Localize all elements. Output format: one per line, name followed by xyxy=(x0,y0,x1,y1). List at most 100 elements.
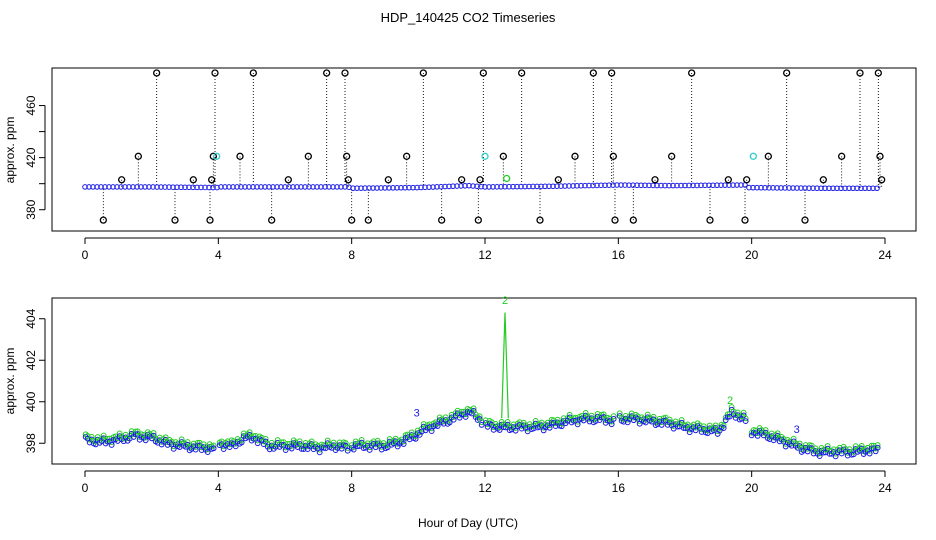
top-baseline-point xyxy=(350,185,356,192)
top-outlier-point xyxy=(268,216,276,224)
top-baseline-point xyxy=(522,183,528,190)
top-baseline-point xyxy=(446,183,452,190)
top-baseline-point xyxy=(518,183,524,190)
top-outlier-point xyxy=(518,69,526,77)
bottom-blue-point xyxy=(754,432,761,439)
bottom-flag-label: 3 xyxy=(414,407,420,419)
top-baseline-point xyxy=(198,184,204,191)
top-outlier-point xyxy=(153,69,161,77)
top-outlier-point xyxy=(856,69,864,77)
top-baseline-point xyxy=(622,182,628,188)
top-baseline-point xyxy=(242,184,248,190)
bottom-y-tick-label: 398 xyxy=(24,433,38,453)
top-baseline-point xyxy=(386,185,392,191)
top-baseline-point xyxy=(110,184,116,190)
top-outlier-point xyxy=(651,176,659,184)
top-baseline-point xyxy=(706,182,712,189)
top-baseline-point xyxy=(482,184,488,190)
bottom-green-point xyxy=(134,428,141,435)
top-outlier-point xyxy=(783,69,791,77)
top-baseline-point xyxy=(358,185,364,191)
top-baseline-point xyxy=(790,185,796,191)
top-baseline-point xyxy=(718,182,724,188)
top-baseline-point xyxy=(494,184,500,190)
bottom-green-point xyxy=(246,429,253,436)
top-baseline-point xyxy=(646,182,652,189)
bottom-x-tick-label: 24 xyxy=(878,481,892,495)
top-baseline-point xyxy=(746,184,752,191)
top-baseline-point xyxy=(190,184,196,191)
top-baseline-point xyxy=(854,185,860,192)
top-baseline-point xyxy=(594,182,600,189)
top-outlier-point xyxy=(706,216,714,224)
top-baseline-point xyxy=(434,184,440,190)
bottom-blue-point xyxy=(350,446,357,453)
top-outlier-point xyxy=(211,69,219,77)
bottom-blue-point xyxy=(816,453,823,460)
bottom-green-point xyxy=(308,438,315,445)
top-baseline-point xyxy=(750,184,756,191)
top-baseline-point xyxy=(630,182,636,188)
bottom-green-point xyxy=(600,411,607,418)
top-outlier-point xyxy=(189,176,197,184)
bottom-blue-point xyxy=(412,435,419,442)
top-outlier-point xyxy=(284,176,292,184)
top-outlier-point xyxy=(819,176,827,184)
top-baseline-point xyxy=(186,184,192,191)
top-baseline-point xyxy=(610,182,616,188)
top-baseline-point xyxy=(406,184,412,191)
top-baseline-point xyxy=(318,184,324,190)
bottom-green-point xyxy=(100,432,107,439)
top-baseline-point xyxy=(686,182,692,189)
bottom-marks: 3 2 2 3 xyxy=(82,295,881,460)
top-green-point xyxy=(503,174,511,183)
top-baseline-point xyxy=(226,184,232,190)
top-baseline-point xyxy=(402,184,408,191)
top-baseline-point xyxy=(142,184,148,190)
top-baseline-point xyxy=(178,184,184,191)
top-baseline-point xyxy=(274,184,280,190)
top-baseline-point xyxy=(826,185,832,192)
top-baseline-point xyxy=(82,184,88,190)
bottom-y-tick-label: 404 xyxy=(24,308,38,328)
top-baseline-point xyxy=(762,184,768,191)
top-baseline-point xyxy=(710,182,716,189)
bottom-ylabel: approx. ppm xyxy=(3,348,17,415)
top-baseline-point xyxy=(430,184,436,190)
top-baseline-point xyxy=(278,184,284,190)
top-baseline-point xyxy=(210,184,216,191)
top-baseline-point xyxy=(478,183,484,190)
bottom-blue-point xyxy=(344,447,351,454)
top-outlier-point xyxy=(304,152,312,160)
top-cyan-point xyxy=(213,152,221,160)
top-baseline-point xyxy=(662,182,668,189)
top-baseline-point xyxy=(810,185,816,191)
top-baseline-point xyxy=(558,183,564,189)
top-baseline-point xyxy=(606,182,612,188)
top-baseline-point xyxy=(586,182,592,189)
top-outlier-point xyxy=(323,69,331,77)
top-baseline-point xyxy=(454,183,460,189)
top-axes: 0 4 8 12 16 20 24 380 420 460 xyxy=(24,95,892,262)
top-baseline-point xyxy=(238,184,244,190)
top-baseline-point xyxy=(506,183,512,190)
top-baseline-point xyxy=(666,182,672,189)
top-baseline-point xyxy=(194,184,200,191)
top-baseline-point xyxy=(870,185,876,192)
bottom-blue-point xyxy=(384,444,391,451)
top-outlier-point xyxy=(348,216,356,224)
top-baseline-point xyxy=(370,185,376,191)
top-baseline-point xyxy=(498,183,504,190)
bottom-blue-point xyxy=(558,423,565,430)
top-y-tick-label: 460 xyxy=(24,95,38,115)
bottom-x-tick-label: 20 xyxy=(745,481,759,495)
bottom-green-point xyxy=(616,410,623,417)
top-baseline-point xyxy=(818,185,824,192)
top-baseline-point xyxy=(866,185,872,192)
bottom-blue-point xyxy=(446,419,453,426)
top-baseline-point xyxy=(874,185,880,192)
top-baseline-point xyxy=(566,183,572,189)
top-baseline-point xyxy=(554,183,560,189)
top-outlier-point xyxy=(611,216,619,224)
